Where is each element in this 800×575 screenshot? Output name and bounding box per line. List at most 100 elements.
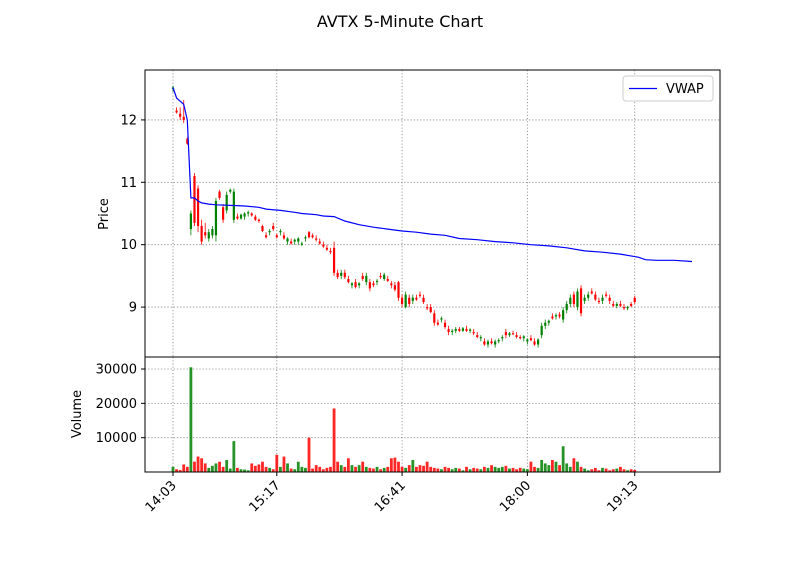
- volume-bar: [368, 467, 372, 472]
- candle-body: [490, 341, 493, 344]
- candle-body: [451, 330, 454, 333]
- candle-body: [579, 288, 583, 314]
- candle-body: [472, 332, 475, 334]
- candle-body: [540, 325, 543, 336]
- volume-bar: [440, 469, 443, 472]
- volume-bar: [346, 458, 350, 472]
- candle-body: [544, 322, 547, 326]
- candle-body: [368, 282, 371, 289]
- candle-body: [254, 216, 257, 220]
- volume-bar: [321, 469, 325, 472]
- candle-body: [179, 113, 182, 117]
- volume-bar: [611, 469, 615, 472]
- volume-bar: [429, 466, 433, 472]
- volume-bar: [533, 466, 536, 472]
- volume-bar: [500, 466, 504, 472]
- candle-body: [358, 283, 361, 286]
- volume-bar: [246, 470, 250, 472]
- volume-bar: [529, 461, 533, 472]
- candle-body: [612, 303, 615, 306]
- candle-body: [626, 307, 629, 309]
- candle-body: [497, 340, 500, 342]
- volume-bar: [253, 465, 257, 472]
- price-y-ticks: 9 10 11 12: [120, 113, 145, 316]
- volume-bar: [339, 465, 343, 472]
- volume-bar: [397, 461, 400, 472]
- candle-body: [239, 214, 243, 219]
- volume-bar: [619, 466, 622, 472]
- candle-body: [558, 314, 561, 317]
- volume-bar: [257, 464, 261, 472]
- chart-title: AVTX 5-Minute Chart: [317, 12, 483, 31]
- candle-body: [436, 322, 439, 325]
- candle-body: [257, 219, 261, 221]
- volume-bar: [468, 469, 472, 472]
- candle-body: [622, 307, 626, 309]
- volume-bar: [286, 463, 289, 472]
- volume-bar: [350, 465, 354, 472]
- volume-bar: [225, 459, 229, 472]
- candle-body: [533, 341, 536, 345]
- volume-bar: [379, 469, 382, 472]
- candle-body: [619, 303, 622, 306]
- candle-body: [175, 110, 178, 113]
- volume-bar: [311, 468, 314, 472]
- volume-bar: [436, 468, 440, 472]
- volume-bar: [572, 458, 576, 472]
- volume-tick-label: 10000: [96, 431, 137, 446]
- volume-bar: [261, 461, 264, 472]
- volume-bar: [536, 467, 540, 472]
- candle-body: [515, 335, 518, 338]
- price-panel: 9 10 11 12 Price VWAP: [97, 69, 721, 358]
- volume-bar: [404, 467, 408, 472]
- volume-bar: [543, 463, 547, 472]
- candle-body: [279, 230, 282, 233]
- candle-body: [218, 191, 221, 198]
- volume-bar: [547, 465, 551, 472]
- candle-body: [440, 318, 443, 320]
- volume-y-ticks: 10000 20000 30000: [96, 363, 145, 446]
- volume-bar: [343, 466, 347, 472]
- volume-bar: [393, 457, 397, 472]
- candle-body: [565, 303, 568, 311]
- candle-body: [501, 337, 504, 339]
- volume-bar: [300, 466, 304, 472]
- candle-body: [200, 225, 203, 242]
- volume-bar: [457, 468, 461, 472]
- volume-bar: [232, 441, 236, 472]
- volume-bar: [593, 467, 597, 472]
- candle-body: [343, 272, 346, 278]
- volume-bar: [465, 466, 468, 472]
- candle-body: [204, 232, 207, 236]
- volume-bar: [171, 466, 175, 472]
- volume-bar: [361, 461, 365, 472]
- candle-body: [483, 341, 486, 345]
- candle-body: [250, 213, 253, 216]
- volume-bar: [293, 469, 297, 472]
- volume-bar: [551, 459, 554, 472]
- volume-bar: [518, 467, 522, 472]
- candle-body: [354, 282, 357, 288]
- volume-bar: [561, 446, 565, 472]
- candle-body: [243, 213, 246, 217]
- candle-body: [504, 332, 507, 336]
- candle-body: [315, 238, 318, 240]
- candle-body: [551, 316, 554, 319]
- candle-body: [379, 275, 382, 278]
- volume-axes-frame: [144, 356, 721, 473]
- volume-bar: [597, 470, 601, 472]
- volume-bar: [454, 467, 458, 472]
- volume-bar: [221, 466, 225, 472]
- candle-body: [422, 297, 425, 303]
- volume-bar: [629, 469, 633, 472]
- candle-body: [590, 291, 593, 294]
- volume-bar: [493, 466, 497, 472]
- volume-bars: [171, 367, 637, 472]
- candle-body: [433, 313, 436, 323]
- candle-body: [386, 279, 389, 281]
- volume-bar: [268, 467, 272, 472]
- x-tick-label: 18:00: [497, 478, 534, 515]
- candle-body: [494, 341, 497, 345]
- price-grid: [145, 70, 720, 357]
